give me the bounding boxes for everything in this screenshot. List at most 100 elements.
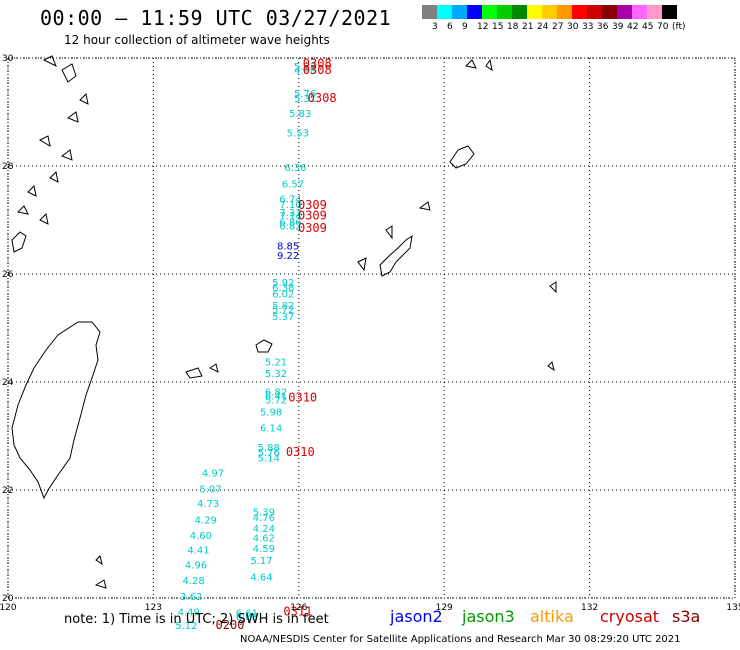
lon-tick-label: 129 — [436, 603, 453, 613]
swh-value: 4.98 — [294, 66, 316, 77]
swh-value: 4.49 — [178, 608, 200, 619]
wave-observations: 5.324.985.765.315.835.536.366.576.747.10… — [175, 62, 316, 632]
satellite-name: altika — [530, 607, 574, 626]
lon-tick-label: 123 — [145, 603, 162, 613]
color-swatch — [422, 5, 437, 19]
color-swatch — [512, 5, 527, 19]
axis-tick-labels: 120 123 126 129 132 135 30 28 26 24 22 20 — [0, 54, 740, 613]
color-swatch — [557, 5, 572, 19]
swh-value: 5.39 — [253, 508, 275, 519]
swh-value: 5.53 — [287, 129, 309, 140]
swh-value: 6.38 — [272, 283, 294, 294]
okinawa-islands — [357, 145, 475, 277]
satellite-name: jason3 — [462, 607, 515, 626]
color-scale-label: 18 — [507, 22, 519, 32]
color-scale-label: 39 — [612, 22, 624, 32]
color-scale-label: 12 — [477, 22, 489, 32]
swh-value: 4.59 — [253, 544, 275, 555]
swh-value: 5.76 — [294, 89, 316, 100]
map-subtitle: 12 hour collection of altimeter wave hei… — [64, 33, 330, 47]
color-scale-label: 9 — [462, 22, 468, 32]
swh-value: 5.76 — [258, 448, 280, 459]
small-islands — [94, 58, 557, 589]
lat-lon-grid — [7, 57, 736, 599]
color-scale-label: 30 — [567, 22, 579, 32]
swh-value: 5.72 — [265, 395, 287, 406]
color-swatch — [467, 5, 482, 19]
swh-value: 5.14 — [258, 454, 280, 465]
swh-value: 5.92 — [272, 278, 294, 289]
color-scale-label: 24 — [537, 22, 549, 32]
swh-value: 8.85 — [277, 241, 299, 252]
taiwan-coastline — [11, 321, 101, 500]
color-swatch — [437, 5, 452, 19]
pass-time-label: 0308 — [303, 56, 332, 70]
lon-tick-label: 135 — [726, 603, 740, 613]
swh-value: 4.96 — [185, 561, 207, 572]
swh-value: 4.62 — [253, 534, 275, 545]
swh-value: 4.41 — [187, 545, 209, 556]
swh-value: 5.32 — [294, 62, 316, 73]
color-scale-label: 21 — [522, 22, 534, 32]
color-swatch — [617, 5, 632, 19]
swh-value: 6.41 — [265, 392, 287, 403]
satellite-name: cryosat — [600, 607, 660, 626]
swh-value: 6.02 — [272, 289, 294, 300]
color-swatch — [662, 5, 677, 19]
color-scale-label: 36 — [597, 22, 609, 32]
lat-tick-label: 22 — [2, 486, 13, 496]
swh-value: 6.86 — [279, 218, 301, 229]
pass-time-label: 0311 — [283, 604, 312, 618]
color-scale-label: 70 — [657, 22, 669, 32]
color-scale-label: 3 — [432, 22, 438, 32]
swh-value: 5.17 — [250, 556, 272, 567]
pass-time-label: 0200 — [216, 618, 245, 632]
swh-value: 4.73 — [197, 499, 219, 510]
swh-value: 5.88 — [258, 443, 280, 454]
coastlines — [11, 55, 557, 589]
swh-value: 4.29 — [195, 516, 217, 527]
sakishima-islands — [185, 339, 273, 379]
lat-tick-label: 20 — [2, 594, 14, 604]
color-scale-label: 45 — [642, 22, 654, 32]
color-swatch — [527, 5, 542, 19]
lat-tick-label: 26 — [2, 270, 14, 280]
color-swatch — [572, 5, 587, 19]
swh-value: 3.62 — [180, 592, 202, 603]
pass-time-label: 0310 — [286, 445, 315, 459]
swh-value: 5.98 — [260, 408, 282, 419]
color-scale-label: (ft) — [672, 22, 686, 32]
pass-time-label: 0309 — [298, 198, 327, 212]
swh-value: 4.64 — [250, 572, 272, 583]
satellite-name: jason2 — [390, 607, 443, 626]
swh-value: 5.83 — [289, 109, 311, 120]
swh-value: 6.14 — [260, 423, 282, 434]
swh-value: 5.12 — [175, 621, 197, 632]
swh-value: 6.61 — [236, 609, 258, 620]
pass-time-label: 0309 — [298, 209, 327, 223]
swh-value: 4.60 — [190, 531, 212, 542]
color-swatch — [542, 5, 557, 19]
color-scale-label: 27 — [552, 22, 564, 32]
swh-value: 6.74 — [279, 194, 301, 205]
color-scale-label: 15 — [492, 22, 504, 32]
swh-value: 4.76 — [253, 513, 275, 524]
swh-value: 5.32 — [265, 369, 287, 380]
pass-time-label: 0308 — [303, 63, 332, 77]
swh-value: 5.82 — [272, 301, 294, 312]
lat-tick-label: 28 — [2, 162, 14, 172]
satellite-name: s3a — [672, 607, 701, 626]
swh-value: 5.37 — [272, 312, 294, 323]
swh-value: 5.07 — [199, 484, 221, 495]
pass-time-label: 0308 — [308, 91, 337, 105]
swh-value: 6.82 — [265, 388, 287, 399]
lat-tick-label: 30 — [2, 54, 14, 64]
swh-value: 9.22 — [277, 251, 299, 262]
color-scale-bar — [422, 5, 677, 19]
islands-east-china-sea — [11, 55, 89, 253]
swh-value: 7.10 — [279, 200, 301, 211]
lon-tick-label: 126 — [290, 603, 307, 613]
swh-value: 7.14 — [279, 212, 301, 223]
color-swatch — [452, 5, 467, 19]
